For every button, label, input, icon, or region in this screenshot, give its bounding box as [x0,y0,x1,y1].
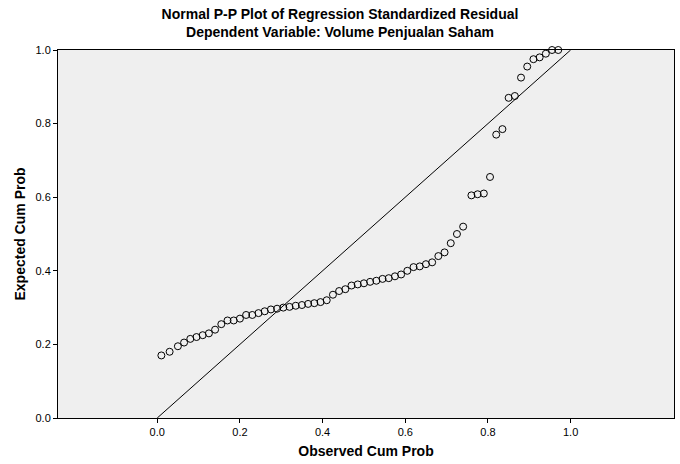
svg-text:0.2: 0.2 [232,426,247,438]
svg-text:Expected Cum Prob: Expected Cum Prob [12,167,28,300]
svg-text:0.0: 0.0 [150,426,165,438]
svg-text:0.4: 0.4 [315,426,330,438]
svg-text:Observed Cum Prob: Observed Cum Prob [298,443,433,459]
svg-text:Normal P-P Plot of Regression: Normal P-P Plot of Regression Standardiz… [162,6,519,40]
svg-text:0.4: 0.4 [36,265,51,277]
svg-text:0.8: 0.8 [36,117,51,129]
svg-text:1.0: 1.0 [563,426,578,438]
svg-text:0.2: 0.2 [36,338,51,350]
svg-text:0.8: 0.8 [480,426,495,438]
svg-text:1.0: 1.0 [36,44,51,56]
svg-text:0.0: 0.0 [36,412,51,424]
svg-text:0.6: 0.6 [398,426,413,438]
svg-text:0.6: 0.6 [36,191,51,203]
